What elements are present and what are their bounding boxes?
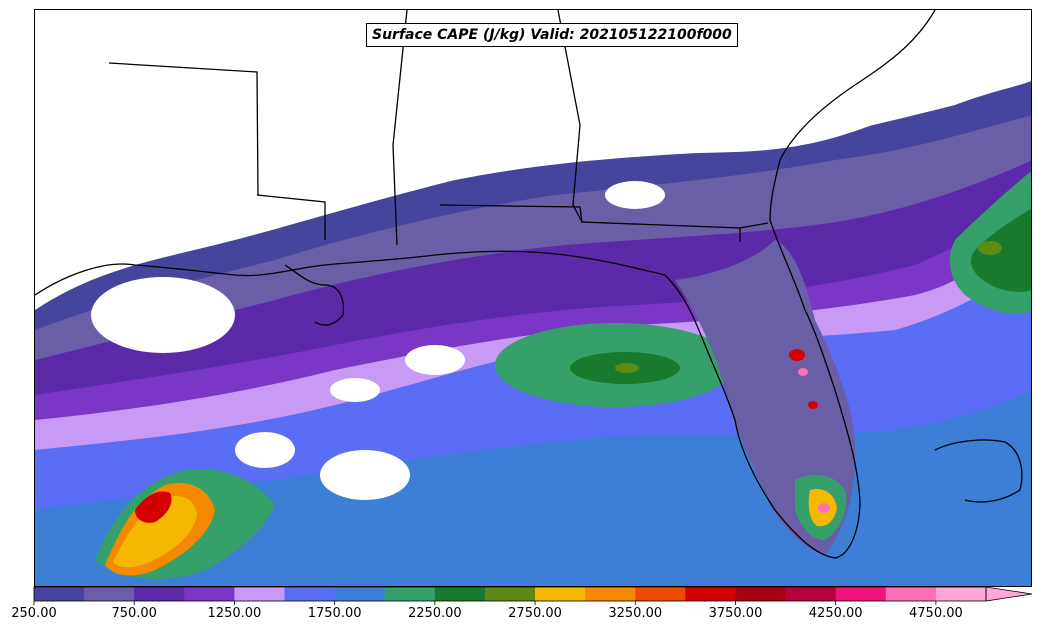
colorbar-extend-arrow: [985, 586, 1033, 602]
cape-blob-florida-red-2: [808, 401, 818, 409]
cape-field-sw-yellow: [113, 495, 197, 568]
mask-gulf-patch-3: [405, 345, 465, 375]
cape-blob-florida-pink-1: [798, 368, 808, 376]
colorbar-segment: [184, 587, 235, 601]
colorbar-segment: [535, 587, 586, 601]
colorbar-segment: [585, 587, 636, 601]
colorbar-segment: [484, 587, 536, 601]
mask-gulf-patch-5: [605, 181, 665, 209]
colorbar-tick-label: 250.00: [11, 606, 57, 621]
state-border-ga-fl: [739, 222, 769, 229]
state-border-ms-al: [392, 10, 408, 246]
colorbar-tick-label: 750.00: [111, 606, 157, 621]
cape-blob-florida-pink: [818, 503, 830, 513]
colorbar-segment: [34, 587, 85, 601]
mask-gulf-patch-2: [235, 432, 295, 468]
colorbar-segment: [434, 587, 486, 601]
mask-lake-region: [91, 277, 235, 353]
state-border-al-fl: [439, 204, 741, 242]
mask-gulf-patch-4: [330, 378, 380, 402]
colorbar-segment: [835, 587, 887, 601]
colorbar-tick-label: 2750.00: [508, 606, 562, 621]
colorbar-segment: [334, 587, 386, 601]
colorbar-segment: [284, 587, 336, 601]
colorbar-tick-label: 3250.00: [608, 606, 663, 621]
colorbar-segment: [84, 587, 135, 601]
colorbar: [33, 586, 1034, 605]
map-title: Surface CAPE (J/kg) Valid: 202105122100f…: [366, 23, 738, 47]
colorbar-tick-label: 4250.00: [808, 606, 863, 621]
colorbar-segment: [785, 587, 837, 601]
state-border-la-ms: [256, 194, 326, 240]
state-border-al-ga: [557, 10, 583, 223]
cape-blob-florida-red-1: [789, 349, 805, 361]
state-border-ar-la: [108, 62, 259, 196]
colorbar-outline: [33, 586, 987, 602]
colorbar-segment: [885, 587, 937, 601]
colorbar-segment: [234, 587, 286, 601]
cape-map: [35, 10, 1031, 586]
colorbar-tick-label: 3750.00: [708, 606, 763, 621]
colorbar-tick-label: 1250.00: [207, 606, 262, 621]
colorbar-tick-label: 2250.00: [407, 606, 462, 621]
colorbar-segment: [685, 587, 736, 601]
colorbar-segment: [134, 587, 185, 601]
colorbar-tick-label: 4750.00: [909, 606, 963, 621]
coastline-mississippi-delta: [284, 264, 345, 326]
cape-field-sw-red: [135, 491, 172, 523]
boundaries: [35, 10, 1023, 559]
colorbar-tick-label: 1750.00: [307, 606, 362, 621]
map-panel: Surface CAPE (J/kg) Valid: 202105122100f…: [34, 9, 1032, 587]
colorbar-segment: [935, 587, 987, 601]
cape-blob-central-olive: [615, 363, 639, 373]
cape-blob-atlantic-olive: [978, 241, 1002, 255]
coastline-keys: [934, 439, 1023, 503]
colorbar-segment: [384, 587, 436, 601]
colorbar-segment: [635, 587, 686, 601]
colorbar-svg: [33, 586, 1033, 605]
coastline-main: [35, 10, 936, 559]
mask-gulf-patch-1: [320, 450, 410, 500]
land-north: [35, 10, 1031, 280]
colorbar-segment: [735, 587, 787, 601]
